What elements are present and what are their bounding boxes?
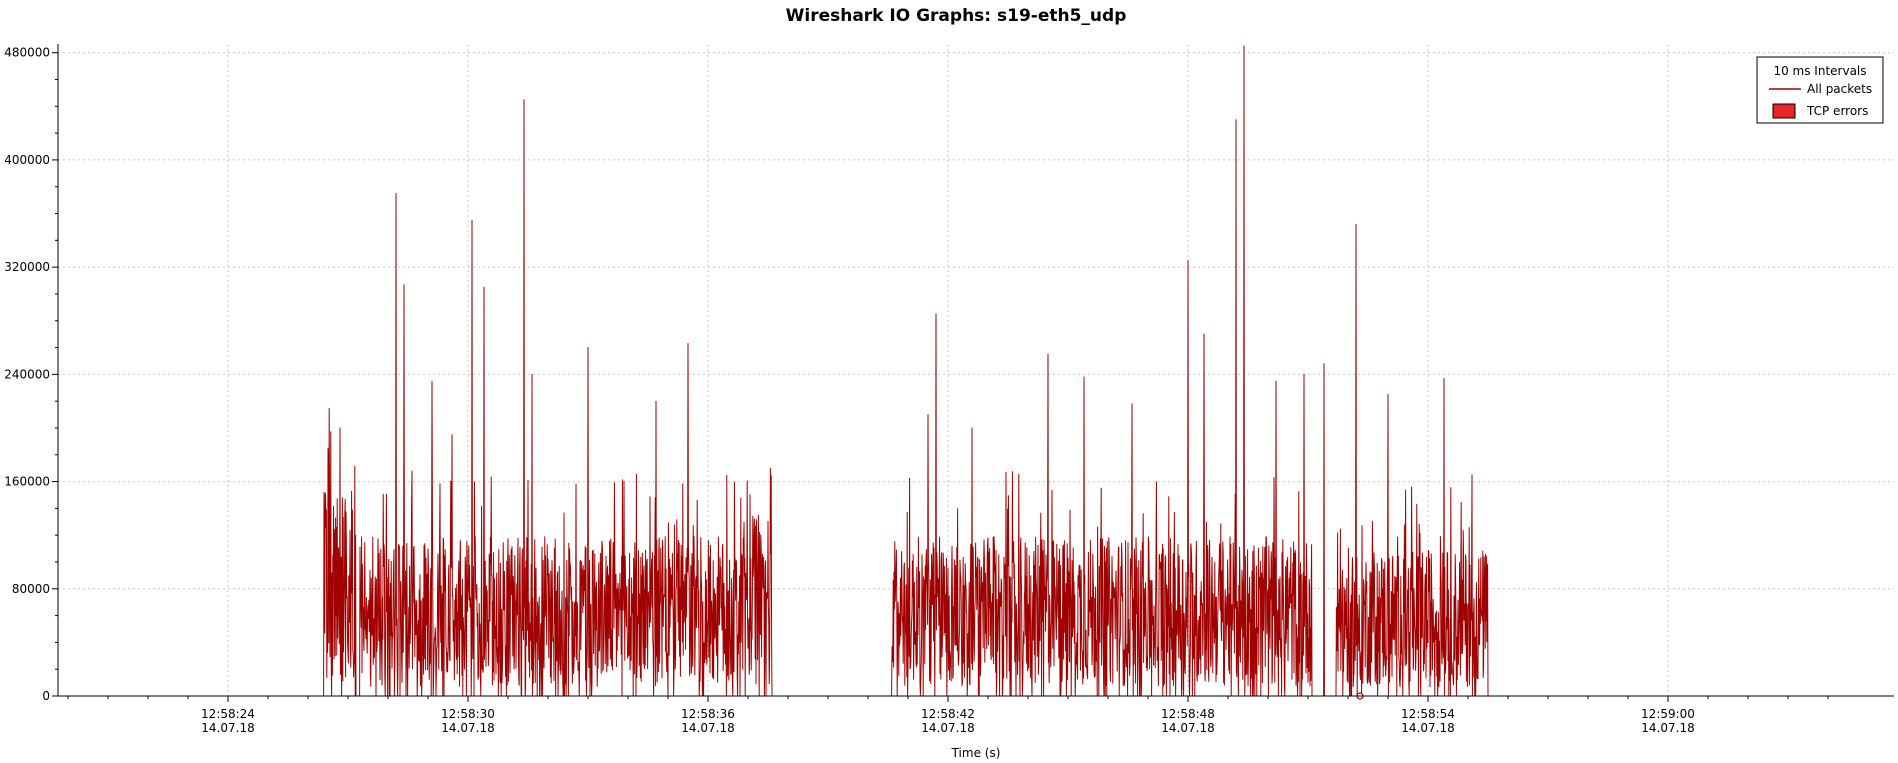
x-tick-time-label: 12:58:36 <box>681 707 735 721</box>
x-tick-date-label: 14.07.18 <box>921 721 974 735</box>
y-tick-label: 160000 <box>4 475 50 489</box>
legend-title: 10 ms Intervals <box>1773 64 1866 78</box>
x-tick-time-label: 12:58:42 <box>921 707 975 721</box>
legend: 10 ms Intervals All packets TCP errors <box>1756 56 1884 124</box>
x-axis-label: Time (s) <box>951 746 1001 760</box>
x-tick-time-label: 12:59:00 <box>1641 707 1695 721</box>
x-tick-date-label: 14.07.18 <box>1161 721 1214 735</box>
legend-box-swatch <box>1772 103 1796 119</box>
legend-entry-tcp-errors: TCP errors <box>1806 104 1868 118</box>
y-tick-label: 480000 <box>4 46 50 60</box>
x-tick-time-label: 12:58:48 <box>1161 707 1215 721</box>
x-tick-date-label: 14.07.18 <box>1641 721 1694 735</box>
y-tick-label: 0 <box>42 689 50 703</box>
x-tick-date-label: 14.07.18 <box>1401 721 1454 735</box>
x-tick-time-label: 12:58:30 <box>441 707 495 721</box>
x-tick-date-label: 14.07.18 <box>681 721 734 735</box>
x-tick-time-label: 12:58:24 <box>201 707 255 721</box>
y-tick-label: 400000 <box>4 153 50 167</box>
x-axis-ticks: 12:58:2414.07.1812:58:3014.07.1812:58:36… <box>67 696 1829 735</box>
chart-title: Wireshark IO Graphs: s19-eth5_udp <box>786 6 1127 26</box>
legend-entry-all-packets: All packets <box>1807 82 1872 96</box>
x-tick-date-label: 14.07.18 <box>201 721 254 735</box>
y-tick-label: 80000 <box>12 582 50 596</box>
y-tick-label: 240000 <box>4 367 50 381</box>
y-axis-ticks: 0 80000 160000 240000 320000 400000 480000 <box>4 46 58 703</box>
x-tick-date-label: 14.07.18 <box>441 721 494 735</box>
x-tick-time-label: 12:58:54 <box>1401 707 1455 721</box>
y-tick-label: 320000 <box>4 260 50 274</box>
